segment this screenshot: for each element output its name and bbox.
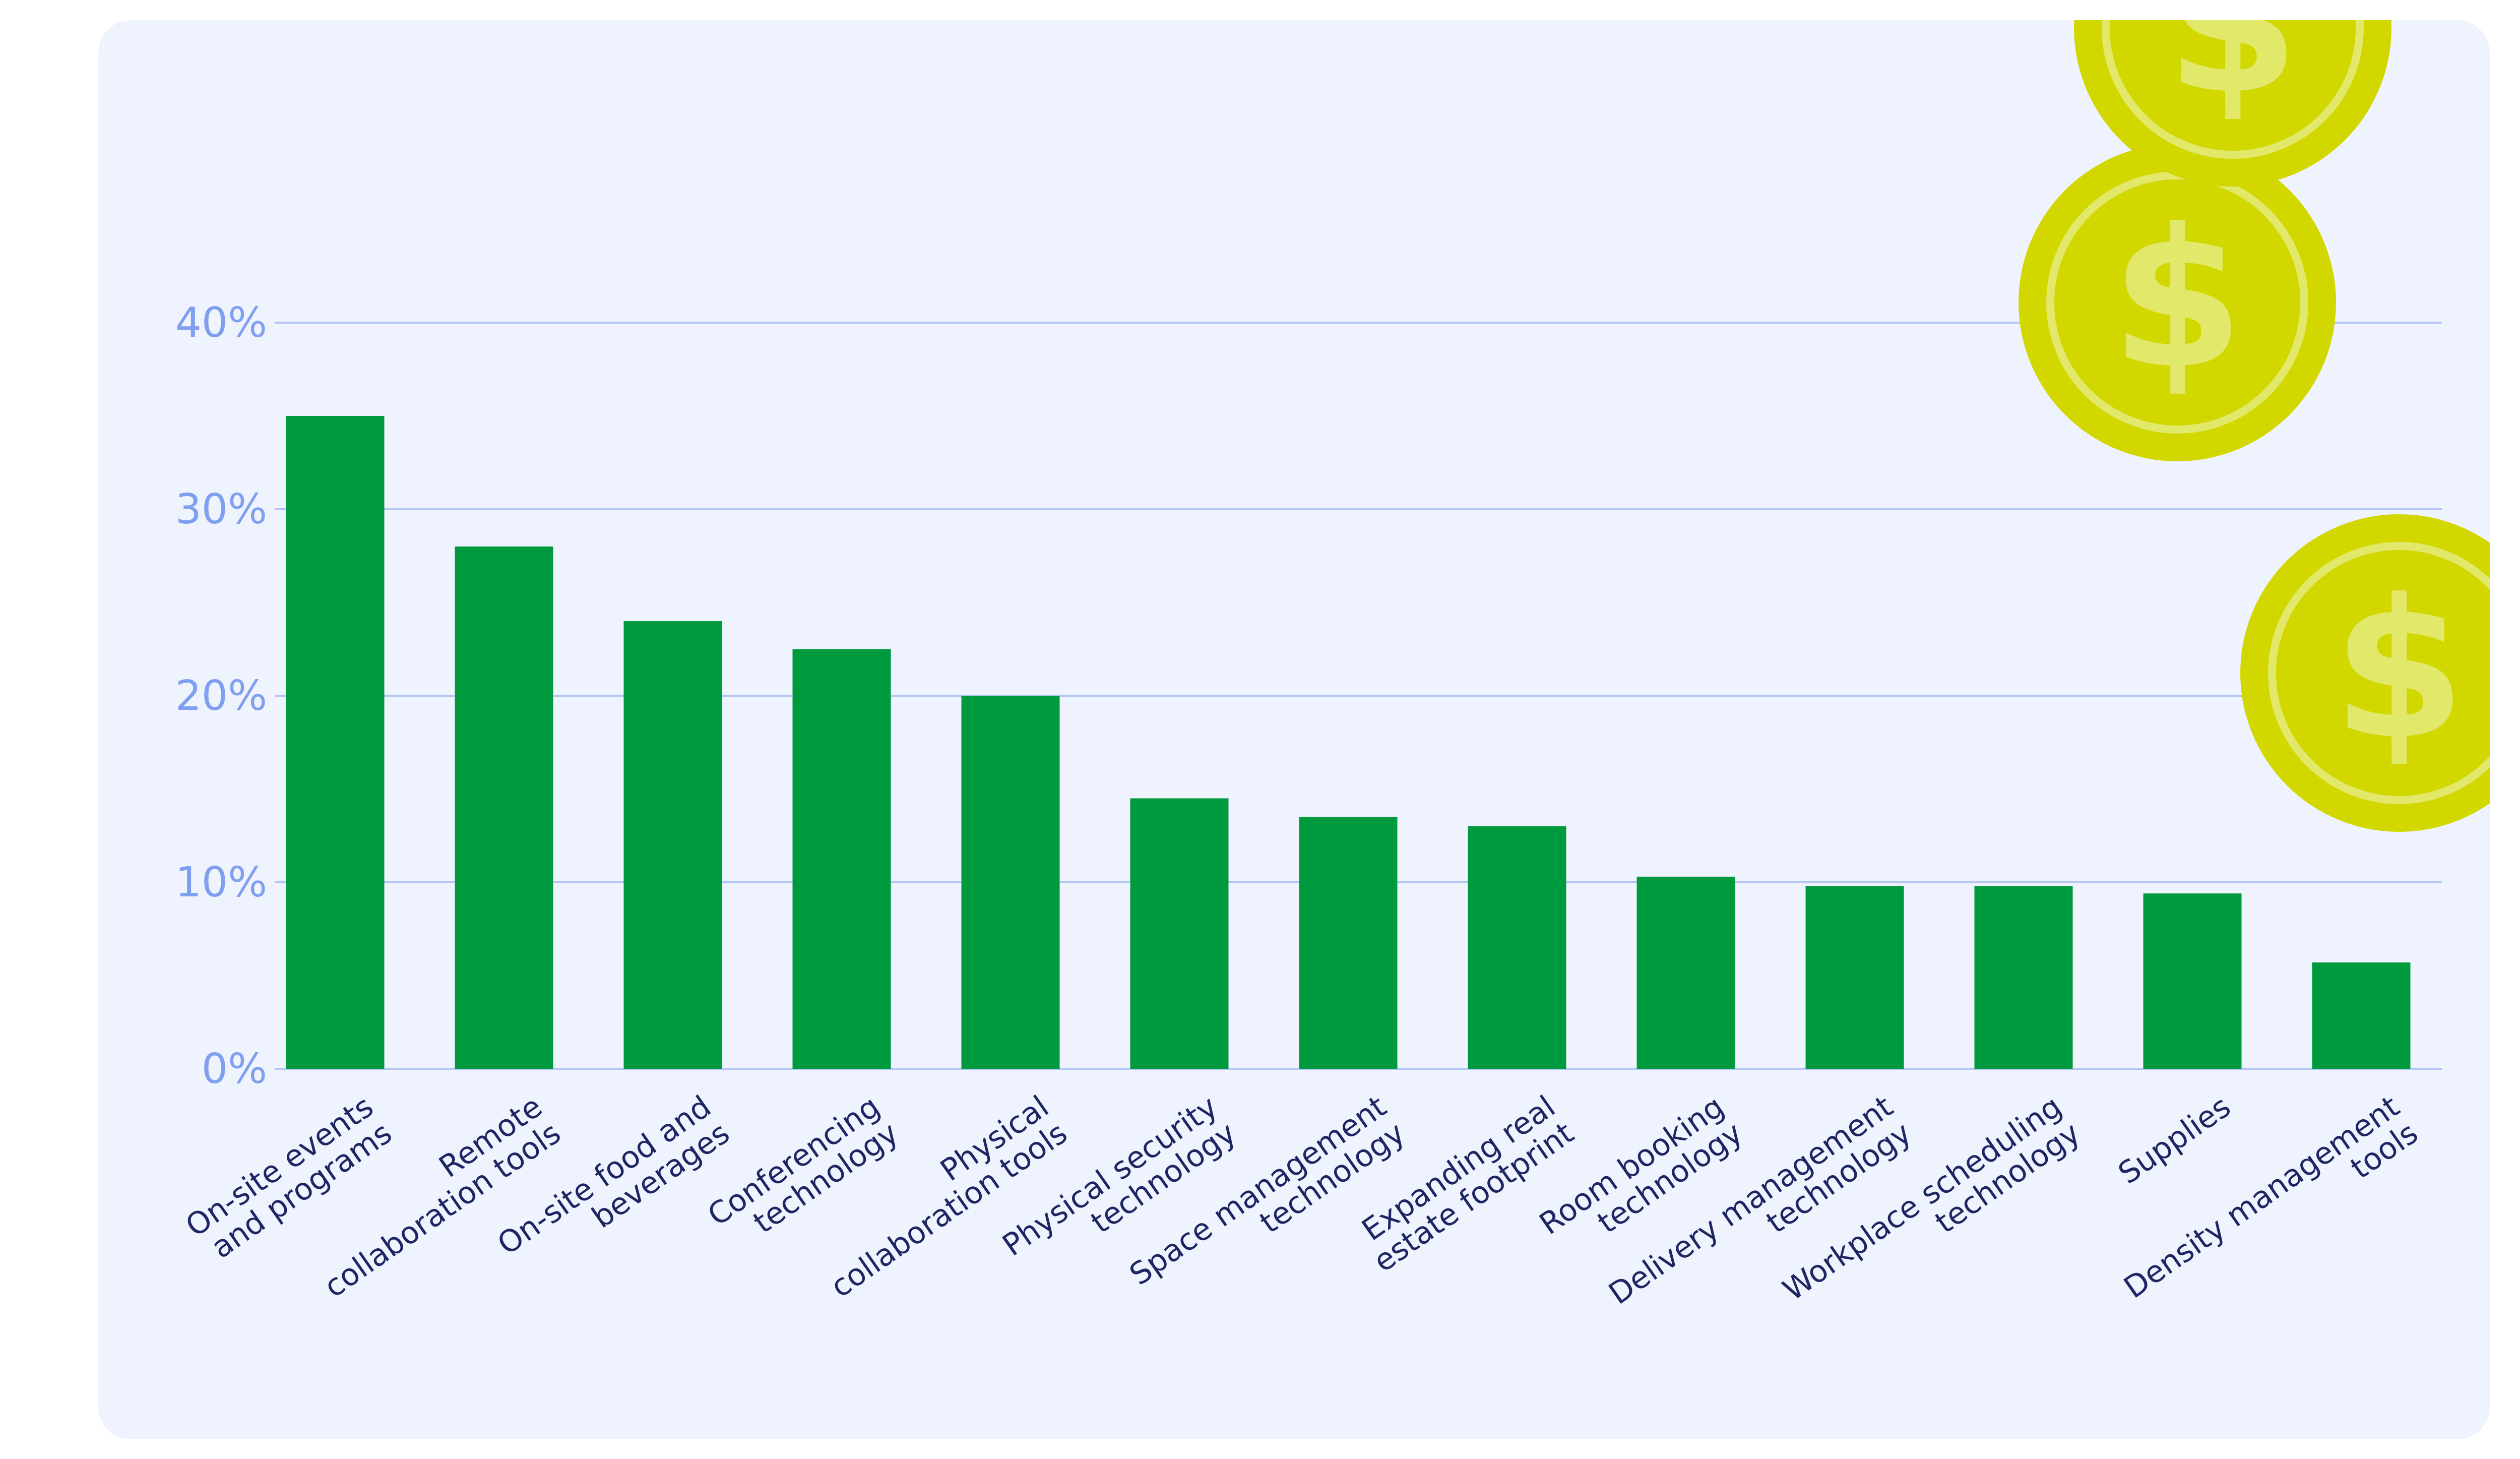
y-tick-label: 30% — [175, 485, 267, 533]
dollar-sign: $ — [2111, 188, 2244, 411]
bar — [623, 621, 722, 1069]
x-tick-label: Density managementtools — [2118, 1089, 2425, 1332]
bar — [455, 546, 553, 1069]
y-tick-label: 40% — [175, 299, 267, 347]
dollar-coin-icon: $ — [2019, 144, 2336, 461]
x-tick-label: Supplies — [2112, 1089, 2237, 1191]
bar — [961, 696, 1060, 1069]
coin-decorations: $ $ $ — [2019, 20, 2490, 832]
bar — [792, 649, 891, 1069]
y-tick-label: 10% — [175, 859, 267, 906]
x-axis-ticks: On-site eventsand programs Remotecollabor… — [179, 1089, 2425, 1334]
dollar-coin-icon: $ — [2240, 514, 2490, 832]
bar-chart: 0% 10% 20% 30% 40% On-site eventsand program… — [175, 20, 2490, 1334]
dollar-sign: $ — [2333, 558, 2466, 781]
bar — [286, 416, 385, 1069]
bar — [1636, 876, 1735, 1069]
bar — [1130, 798, 1229, 1069]
bar — [2143, 893, 2242, 1069]
dollar-sign: $ — [2166, 20, 2299, 136]
y-tick-label: 20% — [175, 672, 267, 720]
y-axis-ticks: 0% 10% 20% 30% 40% — [175, 299, 267, 1093]
chart-card: 0% 10% 20% 30% 40% On-site eventsand program… — [98, 20, 2490, 1439]
bar — [2312, 962, 2411, 1069]
bar — [1468, 826, 1566, 1069]
x-tick-label: Workplace schedulingtechnology — [1777, 1089, 2087, 1334]
bar — [1974, 886, 2073, 1069]
x-tick-label: Conferencingtechnology — [702, 1089, 905, 1259]
bar — [1805, 886, 1904, 1069]
bar — [1299, 817, 1398, 1069]
bars — [286, 416, 2411, 1069]
y-tick-label: 0% — [202, 1045, 267, 1093]
dollar-coin-icon: $ — [2074, 20, 2391, 187]
